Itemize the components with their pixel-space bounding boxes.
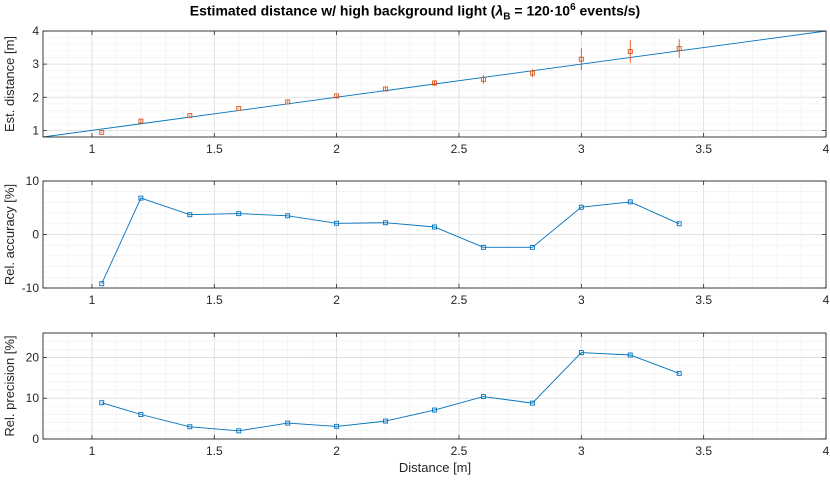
data-point <box>187 113 193 118</box>
data-point <box>480 76 486 82</box>
data-point <box>99 400 105 406</box>
x-tick-label: 1 <box>89 444 96 458</box>
x-tick-label: 2 <box>333 142 340 156</box>
data-point <box>334 220 340 226</box>
x-tick-label: 1.5 <box>206 444 223 458</box>
data-point <box>285 213 291 219</box>
series-line <box>101 352 680 432</box>
data-point <box>138 412 144 417</box>
data-point <box>480 244 486 250</box>
x-tick-label: 3.5 <box>695 444 712 458</box>
x-tick-label: 2 <box>333 293 340 307</box>
data-point <box>578 350 584 356</box>
y-tick-label: -10 <box>22 281 40 295</box>
data-point <box>578 56 584 62</box>
data-point <box>529 70 535 76</box>
y-tick-label: 2 <box>32 90 39 104</box>
data-point <box>187 424 193 430</box>
data-point <box>480 394 486 400</box>
x-tick-label: 1 <box>89 142 96 156</box>
data-point <box>138 195 144 201</box>
data-point <box>432 407 437 413</box>
x-tick-label: 2.5 <box>451 293 468 307</box>
data-point <box>334 93 340 99</box>
y-tick-label: 4 <box>32 24 39 38</box>
title-exponent: 6 <box>570 2 576 13</box>
data-point <box>529 244 535 250</box>
title-lambda-symbol: λ <box>495 2 504 19</box>
data-point <box>529 400 535 406</box>
x-tick-label: 2.5 <box>451 142 468 156</box>
series-line <box>101 197 680 284</box>
data-point <box>676 370 682 376</box>
x-axis-label: Distance [m] <box>399 460 471 475</box>
x-tick-label: 3 <box>578 293 585 307</box>
data-point <box>578 204 584 210</box>
data-point <box>383 86 389 92</box>
data-point <box>285 420 291 426</box>
data-point <box>99 129 105 135</box>
x-tick-label: 4 <box>823 142 830 156</box>
x-tick-label: 3.5 <box>695 142 712 156</box>
data-point <box>627 49 633 54</box>
y-tick-label: 10 <box>26 174 40 188</box>
estimated-distance-panel: 1 1.5 2 2.5 3 3.5 4 1 2 3 4 Est. distance [m] <box>2 24 830 156</box>
y-tick-label: 20 <box>26 350 40 364</box>
y-tick-label: 1 <box>32 123 39 137</box>
x-tick-label: 1 <box>89 293 96 307</box>
x-tick-label: 1.5 <box>206 293 223 307</box>
data-point <box>236 211 242 217</box>
x-tick-label: 3 <box>578 142 585 156</box>
axes-box <box>42 180 827 289</box>
title-equation: = 120·10 <box>510 2 571 19</box>
y-axis-label: Est. distance [m] <box>2 36 17 132</box>
x-tick-label: 2.5 <box>451 444 468 458</box>
y-axis-label: Rel. accuracy [%] <box>2 184 17 285</box>
data-point <box>627 352 633 358</box>
data-point <box>383 418 389 424</box>
x-tick-label: 3 <box>578 444 585 458</box>
x-tick-label: 3.5 <box>695 293 712 307</box>
data-point <box>236 106 242 111</box>
figure-title: Estimated distance w/ high background li… <box>0 2 830 22</box>
data-point <box>236 428 242 434</box>
data-point <box>432 224 437 230</box>
relative-precision-panel: 1 1.5 2 2.5 3 3.5 4 0 10 20 Rel. precision [%] <box>2 332 830 458</box>
plot-content <box>43 31 826 137</box>
data-point <box>432 80 437 86</box>
plot-content <box>99 350 682 434</box>
data-point <box>676 46 682 52</box>
y-tick-label: 0 <box>32 228 39 242</box>
data-point <box>285 99 291 105</box>
x-tick-label: 1.5 <box>206 142 223 156</box>
y-tick-label: 10 <box>26 391 40 405</box>
x-tick-label: 4 <box>823 444 830 458</box>
relative-accuracy-panel: 1 1.5 2 2.5 3 3.5 4 -10 0 10 Rel. accuracy [%] <box>2 174 830 307</box>
x-tick-label: 4 <box>823 293 830 307</box>
y-tick-label: 0 <box>32 432 39 446</box>
data-point <box>383 220 389 226</box>
title-text-before: Estimated distance w/ high background li… <box>189 2 496 19</box>
x-tick-label: 2 <box>333 444 340 458</box>
data-point <box>99 281 105 287</box>
axes-box <box>42 30 827 138</box>
data-point <box>627 199 633 205</box>
data-point <box>138 118 144 124</box>
y-axis-label: Rel. precision [%] <box>2 335 17 436</box>
title-lambda-subscript: B <box>503 11 511 23</box>
y-tick-label: 3 <box>32 57 39 71</box>
data-point <box>187 212 193 218</box>
data-point <box>676 221 682 227</box>
axes-box <box>42 332 827 440</box>
plot-content <box>99 195 682 287</box>
data-point <box>334 423 340 429</box>
title-text-after: events/s) <box>575 2 641 19</box>
